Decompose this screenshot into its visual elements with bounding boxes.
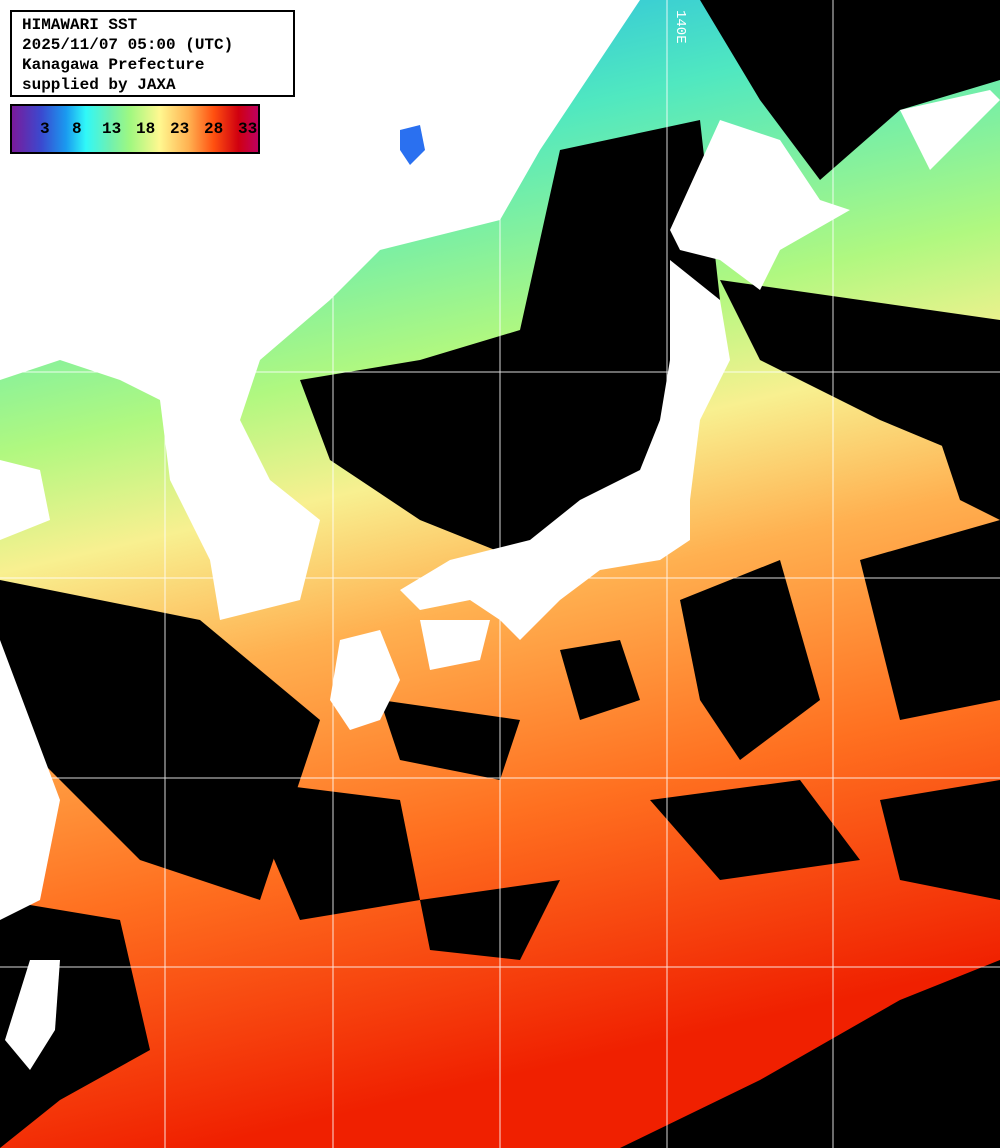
title: HIMAWARI SST [22,16,138,34]
credit: supplied by JAXA [22,76,176,94]
color-scale-legend: 3 8 13 18 23 28 33 [10,104,260,154]
title-box: HIMAWARI SST 2025/11/07 05:00 (UTC) Kana… [10,10,295,97]
legend-tick: 8 [72,120,82,138]
land [0,0,1000,1070]
legend-tick: 23 [170,120,190,138]
legend-tick: 33 [238,120,258,138]
lon-label-140e: 140E [672,10,688,44]
legend-tick: 28 [204,120,224,138]
legend-tick: 18 [136,120,156,138]
lat-label-40n: 40N [14,352,40,368]
legend-tick: 3 [40,120,50,138]
lat-label-30n: 30N [14,758,40,774]
legend-tick: 13 [102,120,122,138]
timestamp: 2025/11/07 05:00 (UTC) [22,36,234,54]
region: Kanagawa Prefecture [22,56,205,74]
